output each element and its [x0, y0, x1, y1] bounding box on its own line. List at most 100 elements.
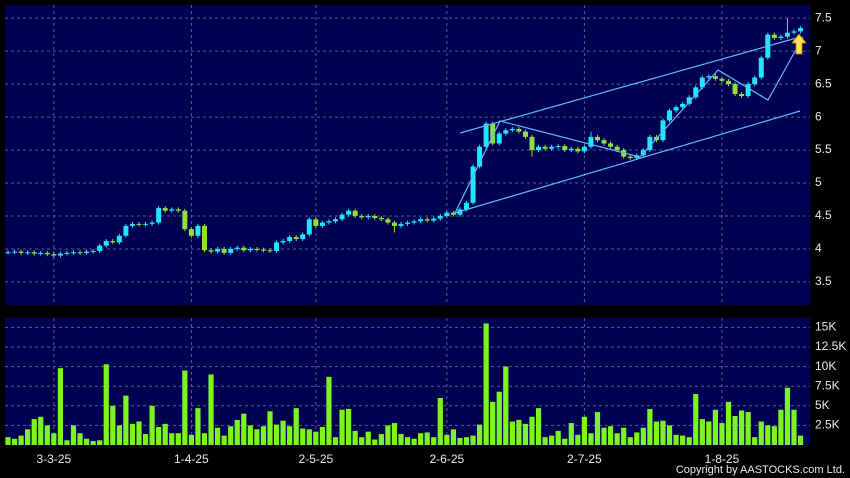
candle-body: [405, 222, 411, 224]
candle-body: [313, 219, 319, 226]
candle-body: [195, 225, 201, 236]
y-tick-label: 4.5: [815, 208, 832, 222]
y-tick-label: 6: [815, 109, 822, 123]
arrow-icon: [791, 33, 807, 55]
candle-body: [365, 215, 371, 218]
candle-body: [418, 219, 424, 222]
volume-bar: [555, 430, 561, 445]
candle-body: [51, 254, 57, 256]
candle-body: [516, 128, 522, 132]
volume-bar: [313, 431, 319, 445]
volume-bar: [686, 437, 692, 445]
marks: [5, 18, 804, 445]
candle-body: [182, 210, 188, 230]
candle-body: [673, 107, 679, 111]
candle-body: [306, 219, 312, 235]
volume-bar: [97, 440, 103, 445]
y-tick-label: 10K: [815, 359, 836, 373]
copyright: Copyright by AASTOCKS.com Ltd.: [676, 464, 845, 476]
volume-bar: [228, 426, 234, 445]
volume-bar: [221, 435, 227, 445]
candle-body: [333, 219, 338, 222]
candle-body: [378, 217, 384, 220]
volume-bar: [608, 426, 614, 445]
volume-bar: [594, 412, 601, 445]
candle-body: [175, 209, 181, 211]
candle-body: [293, 237, 299, 240]
volume-bar: [444, 434, 450, 445]
candle-body: [31, 252, 37, 254]
candle-body: [116, 235, 122, 243]
candle-body: [778, 36, 784, 38]
candle-body: [496, 133, 502, 144]
volume-bar: [188, 434, 194, 445]
volume-bar: [666, 425, 673, 445]
volume-bar: [431, 437, 437, 445]
candle-body: [136, 223, 142, 225]
volume-bar: [57, 368, 63, 445]
volume-bar: [503, 366, 509, 445]
candle-body: [680, 103, 686, 108]
candle-body: [686, 97, 692, 104]
volume-bar: [418, 433, 424, 445]
volume-bar: [260, 426, 267, 445]
volume-bar: [457, 437, 463, 445]
candle-body: [247, 248, 253, 251]
candle-body: [359, 215, 365, 218]
candle-body: [38, 252, 44, 254]
volume-bar: [627, 437, 633, 445]
volume-bar: [359, 437, 365, 445]
candle-body: [588, 136, 594, 147]
volume-bar: [169, 433, 175, 445]
volume-bar: [522, 423, 529, 445]
volume-bar: [64, 440, 70, 445]
candle-body: [18, 251, 24, 253]
candle-body: [90, 250, 96, 252]
volume-bar: [136, 421, 142, 445]
candle-body: [529, 136, 535, 151]
candle-body: [791, 31, 797, 33]
volume-bar: [332, 437, 339, 445]
volume-bar: [653, 421, 660, 445]
candle-body: [719, 78, 725, 81]
candle-body: [57, 253, 63, 256]
candle-body: [352, 210, 358, 216]
candle-body: [726, 80, 731, 85]
volume-bar: [254, 429, 260, 445]
candle-body: [693, 87, 699, 98]
candle-body: [699, 77, 705, 88]
volume-bar: [549, 435, 555, 445]
candle-body: [208, 250, 214, 252]
volume-bar: [182, 370, 188, 445]
candle-body: [712, 76, 718, 79]
y-tick-label: 7.5: [815, 10, 832, 24]
volume-bar: [509, 421, 515, 445]
volume-bar: [732, 415, 738, 445]
candle-body: [509, 128, 515, 131]
candle-body: [391, 222, 397, 226]
zigzag: [454, 36, 804, 214]
y-tick-label: 7: [815, 43, 822, 57]
volume-bar: [450, 429, 456, 445]
candle-body: [110, 241, 116, 243]
candle-body: [71, 252, 76, 254]
candle-body: [437, 215, 443, 219]
candle-body: [627, 156, 633, 158]
candle-body: [143, 223, 149, 225]
volume-bar: [372, 439, 378, 445]
candle-body: [608, 143, 614, 147]
candle-body: [202, 225, 207, 251]
volume-bar: [660, 420, 666, 445]
y-tick-label: 5: [815, 175, 822, 189]
volume-bar: [90, 441, 96, 445]
volume-bar: [483, 323, 489, 445]
volume-bar: [116, 425, 122, 445]
candle-body: [339, 214, 345, 220]
candle-body: [234, 247, 240, 249]
candle-body: [490, 123, 496, 144]
x-tick-label: 2-6-25: [430, 452, 465, 466]
candle-body: [784, 32, 790, 37]
y-tick-label: 4: [815, 241, 822, 255]
candle-body: [228, 248, 234, 253]
candle-body: [555, 146, 561, 148]
